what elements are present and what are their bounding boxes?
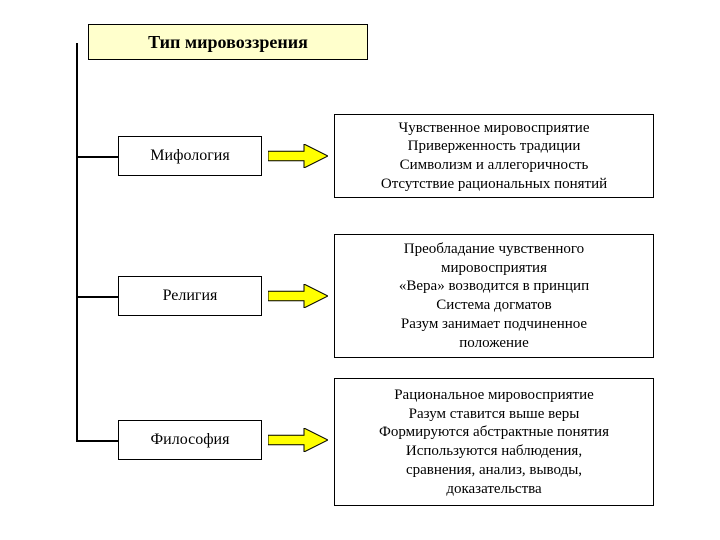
category-label: Религия	[163, 287, 218, 305]
desc-line: Используются наблюдения,	[406, 442, 582, 461]
desc-box-religion: Преобладание чувственного мировосприятия…	[334, 234, 654, 358]
category-label: Мифология	[150, 147, 229, 165]
desc-line: Формируются абстрактные понятия	[379, 423, 609, 442]
desc-line: мировосприятия	[441, 259, 547, 278]
desc-line: Разум ставится выше веры	[409, 405, 580, 424]
desc-line: Приверженность традиции	[408, 137, 581, 156]
desc-line: сравнения, анализ, выводы,	[406, 461, 582, 480]
category-box-religion: Религия	[118, 276, 262, 316]
trunk-line	[76, 43, 78, 440]
branch-stub-2	[76, 440, 118, 442]
arrow-0	[268, 144, 328, 168]
branch-stub-1	[76, 296, 118, 298]
desc-line: Рациональное мировосприятие	[394, 386, 594, 405]
category-box-philosophy: Философия	[118, 420, 262, 460]
desc-line: положение	[459, 334, 528, 353]
desc-line: Система догматов	[436, 296, 551, 315]
desc-line: Разум занимает подчиненное	[401, 315, 587, 334]
branch-stub-0	[76, 156, 118, 158]
desc-line: Отсутствие рациональных понятий	[381, 175, 607, 194]
title-box: Тип мировоззрения	[88, 24, 368, 60]
title-text: Тип мировоззрения	[148, 32, 308, 53]
category-box-mythology: Мифология	[118, 136, 262, 176]
arrow-2	[268, 428, 328, 452]
desc-line: Символизм и аллегоричность	[400, 156, 589, 175]
desc-box-philosophy: Рациональное мировосприятие Разум ставит…	[334, 378, 654, 506]
desc-line: «Вера» возводится в принцип	[399, 277, 589, 296]
arrow-1	[268, 284, 328, 308]
desc-line: Чувственное мировосприятие	[399, 119, 590, 138]
desc-line: Преобладание чувственного	[404, 240, 584, 259]
desc-line: доказательства	[446, 480, 541, 499]
desc-box-mythology: Чувственное мировосприятие Приверженност…	[334, 114, 654, 198]
category-label: Философия	[151, 431, 230, 449]
